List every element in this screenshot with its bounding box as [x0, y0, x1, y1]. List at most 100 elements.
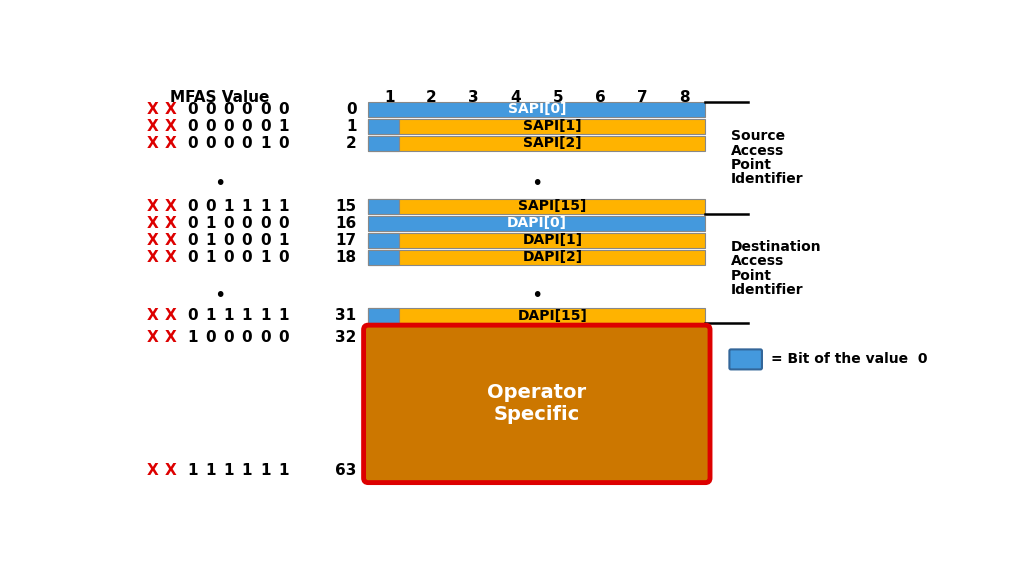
Text: 0: 0: [187, 249, 198, 265]
Bar: [369, 308, 399, 323]
Text: 1: 1: [223, 199, 234, 214]
Text: 0: 0: [279, 102, 289, 117]
Text: 4: 4: [510, 90, 521, 105]
Text: 0: 0: [279, 216, 289, 231]
Text: 1: 1: [205, 463, 215, 478]
Text: Destination: Destination: [731, 240, 821, 254]
Text: X: X: [165, 463, 176, 478]
Text: 1: 1: [223, 308, 234, 323]
Text: 1: 1: [205, 233, 215, 248]
Text: 1: 1: [260, 249, 270, 265]
Bar: [369, 199, 706, 214]
Text: 8: 8: [679, 90, 689, 105]
Text: 1: 1: [279, 463, 289, 478]
FancyBboxPatch shape: [729, 350, 762, 369]
Text: 0: 0: [223, 136, 234, 151]
Text: 1: 1: [260, 463, 270, 478]
Text: 6: 6: [595, 90, 605, 105]
Text: SAPI[15]: SAPI[15]: [518, 199, 587, 213]
Text: 1: 1: [187, 330, 198, 345]
Text: Identifier: Identifier: [731, 283, 804, 297]
Text: Operator
Specific: Operator Specific: [487, 384, 587, 425]
Text: 0: 0: [223, 330, 234, 345]
Text: 0: 0: [187, 136, 198, 151]
Text: X: X: [165, 233, 176, 248]
Text: 1: 1: [279, 199, 289, 214]
Bar: [369, 233, 706, 248]
Text: X: X: [165, 216, 176, 231]
Text: X: X: [165, 199, 176, 214]
Text: 1: 1: [205, 216, 215, 231]
Text: 1: 1: [187, 463, 198, 478]
Text: 3: 3: [468, 90, 479, 105]
Text: 32: 32: [335, 330, 356, 345]
Text: X: X: [165, 119, 176, 134]
Text: 1: 1: [260, 199, 270, 214]
Text: 0: 0: [187, 199, 198, 214]
FancyBboxPatch shape: [364, 325, 710, 483]
Text: 1: 1: [279, 308, 289, 323]
Bar: [369, 102, 706, 117]
Text: 0: 0: [242, 119, 252, 134]
Text: X: X: [165, 136, 176, 151]
Bar: [369, 233, 399, 248]
Text: •: •: [531, 286, 543, 305]
Text: 18: 18: [336, 249, 356, 265]
Bar: [369, 119, 399, 134]
Text: 0: 0: [242, 233, 252, 248]
Text: 0: 0: [187, 308, 198, 323]
Bar: [369, 136, 399, 151]
Text: 0: 0: [260, 216, 270, 231]
Text: 1: 1: [223, 463, 234, 478]
Bar: [369, 136, 706, 151]
Text: = Bit of the value  0: = Bit of the value 0: [771, 353, 928, 366]
Text: 17: 17: [336, 233, 356, 248]
Text: 0: 0: [187, 102, 198, 117]
Text: X: X: [146, 199, 159, 214]
Text: X: X: [165, 102, 176, 117]
Text: 2: 2: [426, 90, 437, 105]
Text: 0: 0: [242, 249, 252, 265]
Text: Access: Access: [731, 255, 784, 268]
Text: X: X: [146, 463, 159, 478]
Text: DAPI[15]: DAPI[15]: [517, 309, 587, 323]
Text: 0: 0: [187, 119, 198, 134]
Text: 0: 0: [187, 233, 198, 248]
Text: 0: 0: [242, 136, 252, 151]
Text: 63: 63: [335, 463, 356, 478]
Bar: [369, 249, 706, 265]
Text: SAPI[1]: SAPI[1]: [523, 119, 582, 133]
Text: 0: 0: [279, 330, 289, 345]
Text: 1: 1: [346, 119, 356, 134]
Text: X: X: [165, 249, 176, 265]
Text: 1: 1: [384, 90, 394, 105]
Text: SAPI[2]: SAPI[2]: [523, 137, 582, 150]
Text: 1: 1: [279, 233, 289, 248]
Text: 0: 0: [187, 216, 198, 231]
Text: •: •: [531, 173, 543, 192]
Text: 0: 0: [242, 330, 252, 345]
Text: 1: 1: [260, 308, 270, 323]
Text: 0: 0: [205, 102, 215, 117]
Text: 0: 0: [260, 233, 270, 248]
Text: Identifier: Identifier: [731, 172, 804, 186]
Text: X: X: [146, 102, 159, 117]
Text: Access: Access: [731, 144, 784, 158]
Text: Point: Point: [731, 268, 772, 283]
Text: DAPI[2]: DAPI[2]: [522, 250, 583, 264]
Text: 0: 0: [205, 136, 215, 151]
Text: X: X: [165, 308, 176, 323]
Text: 1: 1: [205, 308, 215, 323]
Text: X: X: [146, 136, 159, 151]
Text: 5: 5: [553, 90, 563, 105]
Text: 16: 16: [336, 216, 356, 231]
Text: 1: 1: [242, 463, 252, 478]
Text: X: X: [146, 216, 159, 231]
Text: X: X: [146, 233, 159, 248]
Text: Source: Source: [731, 130, 785, 143]
Text: •: •: [214, 173, 225, 192]
Text: 31: 31: [336, 308, 356, 323]
Text: 0: 0: [260, 330, 270, 345]
Text: 0: 0: [223, 249, 234, 265]
Bar: [369, 308, 706, 323]
